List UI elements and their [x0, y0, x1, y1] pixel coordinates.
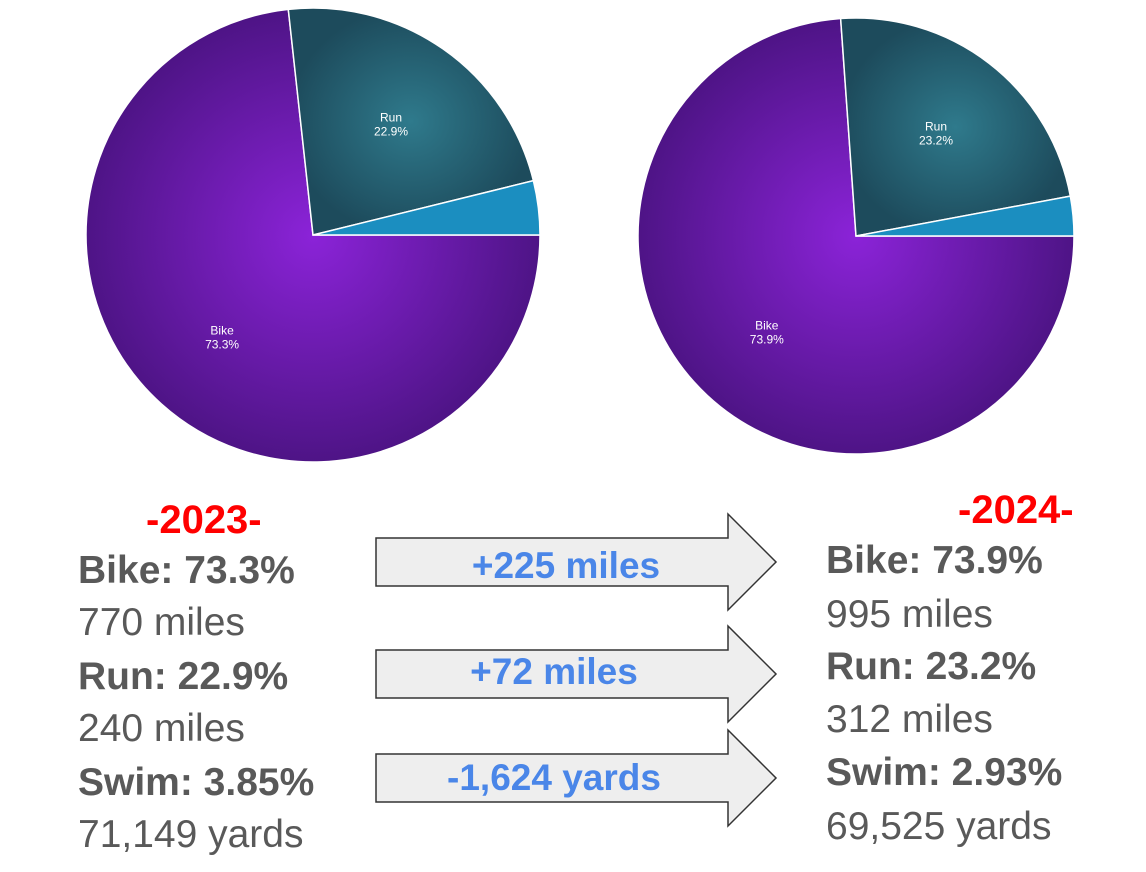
- pie-slice-run-2023: [287, 7, 535, 236]
- year-2024-heading: -2024-: [958, 488, 1074, 532]
- run-distance-2023: 240 miles: [78, 707, 245, 750]
- bike-percent-2023: Bike: 73.3%: [78, 549, 295, 592]
- slice-value-bike-2024: 73.9%: [750, 333, 784, 347]
- slice-value-run-2024: 23.2%: [919, 134, 953, 148]
- slice-label-bike-2024: Bike: [755, 319, 779, 333]
- bike-percent-2024: Bike: 73.9%: [826, 539, 1043, 582]
- slice-label-run-2023: Run: [380, 110, 402, 124]
- slice-label-bike-2023: Bike: [210, 323, 234, 337]
- run-distance-2024: 312 miles: [826, 698, 993, 741]
- arrow-run-change: [375, 624, 778, 724]
- pie-slice-swim-2024: [855, 195, 1075, 237]
- swim-distance-2023: 71,149 yards: [78, 813, 304, 856]
- pie-slice-swim-2023: [312, 179, 541, 236]
- swim-percent-2023: Swim: 3.85%: [78, 761, 315, 804]
- swim-percent-2024: Swim: 2.93%: [826, 751, 1063, 794]
- bike-change-label: +225 miles: [471, 545, 661, 586]
- bike-distance-2023: 770 miles: [78, 601, 245, 644]
- pie-slice-run-2024: [839, 17, 1072, 237]
- arrow-bike-change: [375, 512, 778, 612]
- swim-change-label: -1,624 yards: [447, 757, 661, 798]
- swim-distance-2024: 69,525 yards: [826, 805, 1052, 848]
- run-percent-2024: Run: 23.2%: [826, 645, 1037, 688]
- slice-label-run-2024: Run: [925, 120, 947, 134]
- year-2023-heading: -2023-: [146, 498, 262, 542]
- slice-value-run-2023: 22.9%: [374, 124, 408, 138]
- bike-distance-2024: 995 miles: [826, 593, 993, 636]
- slice-value-bike-2023: 73.3%: [205, 337, 239, 351]
- run-percent-2023: Run: 22.9%: [78, 655, 289, 698]
- arrow-swim-change: [375, 728, 778, 828]
- run-change-label: +72 miles: [470, 651, 638, 692]
